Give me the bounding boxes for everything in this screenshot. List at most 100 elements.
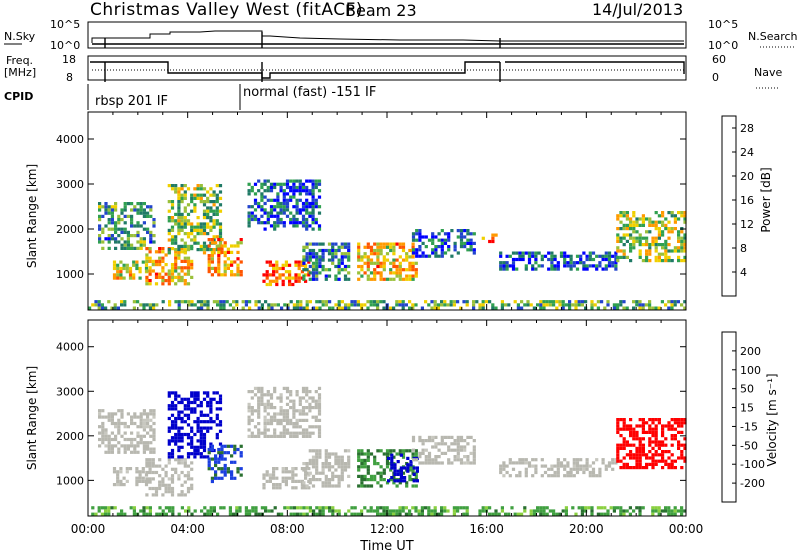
- power-cell: [331, 245, 335, 249]
- power-cell: [670, 230, 674, 234]
- power-cell: [327, 248, 332, 253]
- power-cell: [645, 252, 649, 256]
- velocity-cell: [465, 509, 469, 513]
- power-cell: [389, 277, 393, 281]
- velocity-cell: [244, 506, 248, 510]
- power-cell: [139, 205, 143, 209]
- velocity-cell: [357, 474, 361, 478]
- power-cell: [641, 223, 645, 227]
- velocity-cell: [269, 396, 274, 400]
- power-cell: [456, 300, 460, 304]
- velocity-cell: [494, 512, 498, 516]
- velocity-cell: [247, 428, 251, 432]
- velocity-cell: [343, 449, 348, 453]
- power-cell: [281, 279, 285, 283]
- power-cell: [260, 195, 264, 199]
- velocity-cell: [199, 429, 203, 433]
- velocity-cell: [683, 418, 687, 422]
- power-cell: [379, 271, 383, 275]
- power-cell: [411, 268, 415, 272]
- velocity-cell: [412, 479, 416, 483]
- power-cell: [622, 227, 626, 231]
- power-cell: [117, 218, 121, 222]
- velocity-cell: [130, 415, 134, 419]
- power-cell: [572, 261, 576, 265]
- velocity-cell: [158, 512, 162, 516]
- power-cell: [317, 182, 322, 186]
- velocity-cell: [587, 506, 591, 510]
- power-cell: [148, 247, 152, 251]
- velocity-cell: [616, 424, 620, 428]
- power-cell: [296, 303, 300, 307]
- velocity-cell: [379, 474, 383, 478]
- velocity-cell: [212, 448, 216, 453]
- power-cell: [604, 254, 608, 258]
- velocity-cell: [120, 444, 124, 448]
- velocity-cell: [145, 493, 149, 497]
- velocity-cell: [114, 444, 118, 448]
- velocity-cell: [139, 415, 143, 419]
- velocity-cell: [210, 447, 214, 452]
- power-cell: [236, 244, 240, 248]
- velocity-cell: [418, 455, 422, 459]
- velocity-cell: [408, 512, 412, 516]
- velocity-cell: [616, 418, 620, 422]
- velocity-cell: [148, 506, 152, 510]
- velocity-cell: [318, 449, 322, 453]
- velocity-cell: [292, 406, 296, 410]
- power-cell: [531, 264, 535, 268]
- velocity-cell: [250, 396, 254, 400]
- velocity-cell: [443, 506, 447, 510]
- velocity-cell: [427, 435, 432, 439]
- velocity-cell: [667, 450, 671, 454]
- power-cell: [279, 217, 283, 222]
- power-cell: [110, 306, 114, 310]
- power-cell: [411, 238, 416, 242]
- velocity-cell: [294, 467, 298, 471]
- power-cell: [161, 279, 165, 283]
- power-cell: [308, 224, 312, 228]
- velocity-cell: [427, 461, 432, 465]
- velocity-cell: [577, 506, 581, 510]
- velocity-cell: [223, 473, 227, 477]
- power-cell: [212, 222, 216, 226]
- velocity-cell: [411, 452, 415, 456]
- velocity-cell: [311, 396, 315, 400]
- velocity-cell: [158, 458, 162, 462]
- power-cell: [196, 232, 200, 236]
- velocity-cell: [369, 478, 374, 482]
- power-cell: [420, 306, 424, 310]
- velocity-cell: [424, 455, 428, 459]
- power-cell: [97, 303, 101, 307]
- power-cell: [158, 247, 162, 251]
- velocity-cell: [398, 481, 402, 485]
- power-cell: [146, 205, 150, 209]
- power-cell: [216, 300, 220, 304]
- power-cell: [284, 270, 288, 274]
- power-cell: [648, 243, 652, 247]
- velocity-cell: [199, 452, 203, 456]
- velocity-cell: [588, 474, 592, 478]
- velocity-cell: [301, 409, 306, 413]
- power-cell: [321, 252, 325, 256]
- power-cell: [382, 268, 386, 272]
- velocity-cell: [190, 439, 194, 443]
- power-cell: [305, 242, 309, 246]
- power-cell: [244, 300, 248, 304]
- power-cell: [114, 208, 118, 212]
- power-cell: [664, 227, 668, 231]
- power-cell: [447, 248, 451, 252]
- velocity-cell: [112, 470, 117, 474]
- power-cell: [164, 272, 168, 276]
- power-cell: [437, 254, 441, 258]
- power-cell: [516, 306, 520, 310]
- velocity-cell: [318, 478, 322, 482]
- velocity-cell: [250, 390, 254, 394]
- power-cell: [314, 217, 318, 222]
- freq-label-2: [MHz]: [4, 66, 36, 79]
- power-cell: [218, 184, 223, 188]
- velocity-cell: [611, 461, 615, 465]
- power-cell: [250, 217, 254, 222]
- power-cell: [292, 189, 296, 193]
- power-cell: [292, 179, 296, 183]
